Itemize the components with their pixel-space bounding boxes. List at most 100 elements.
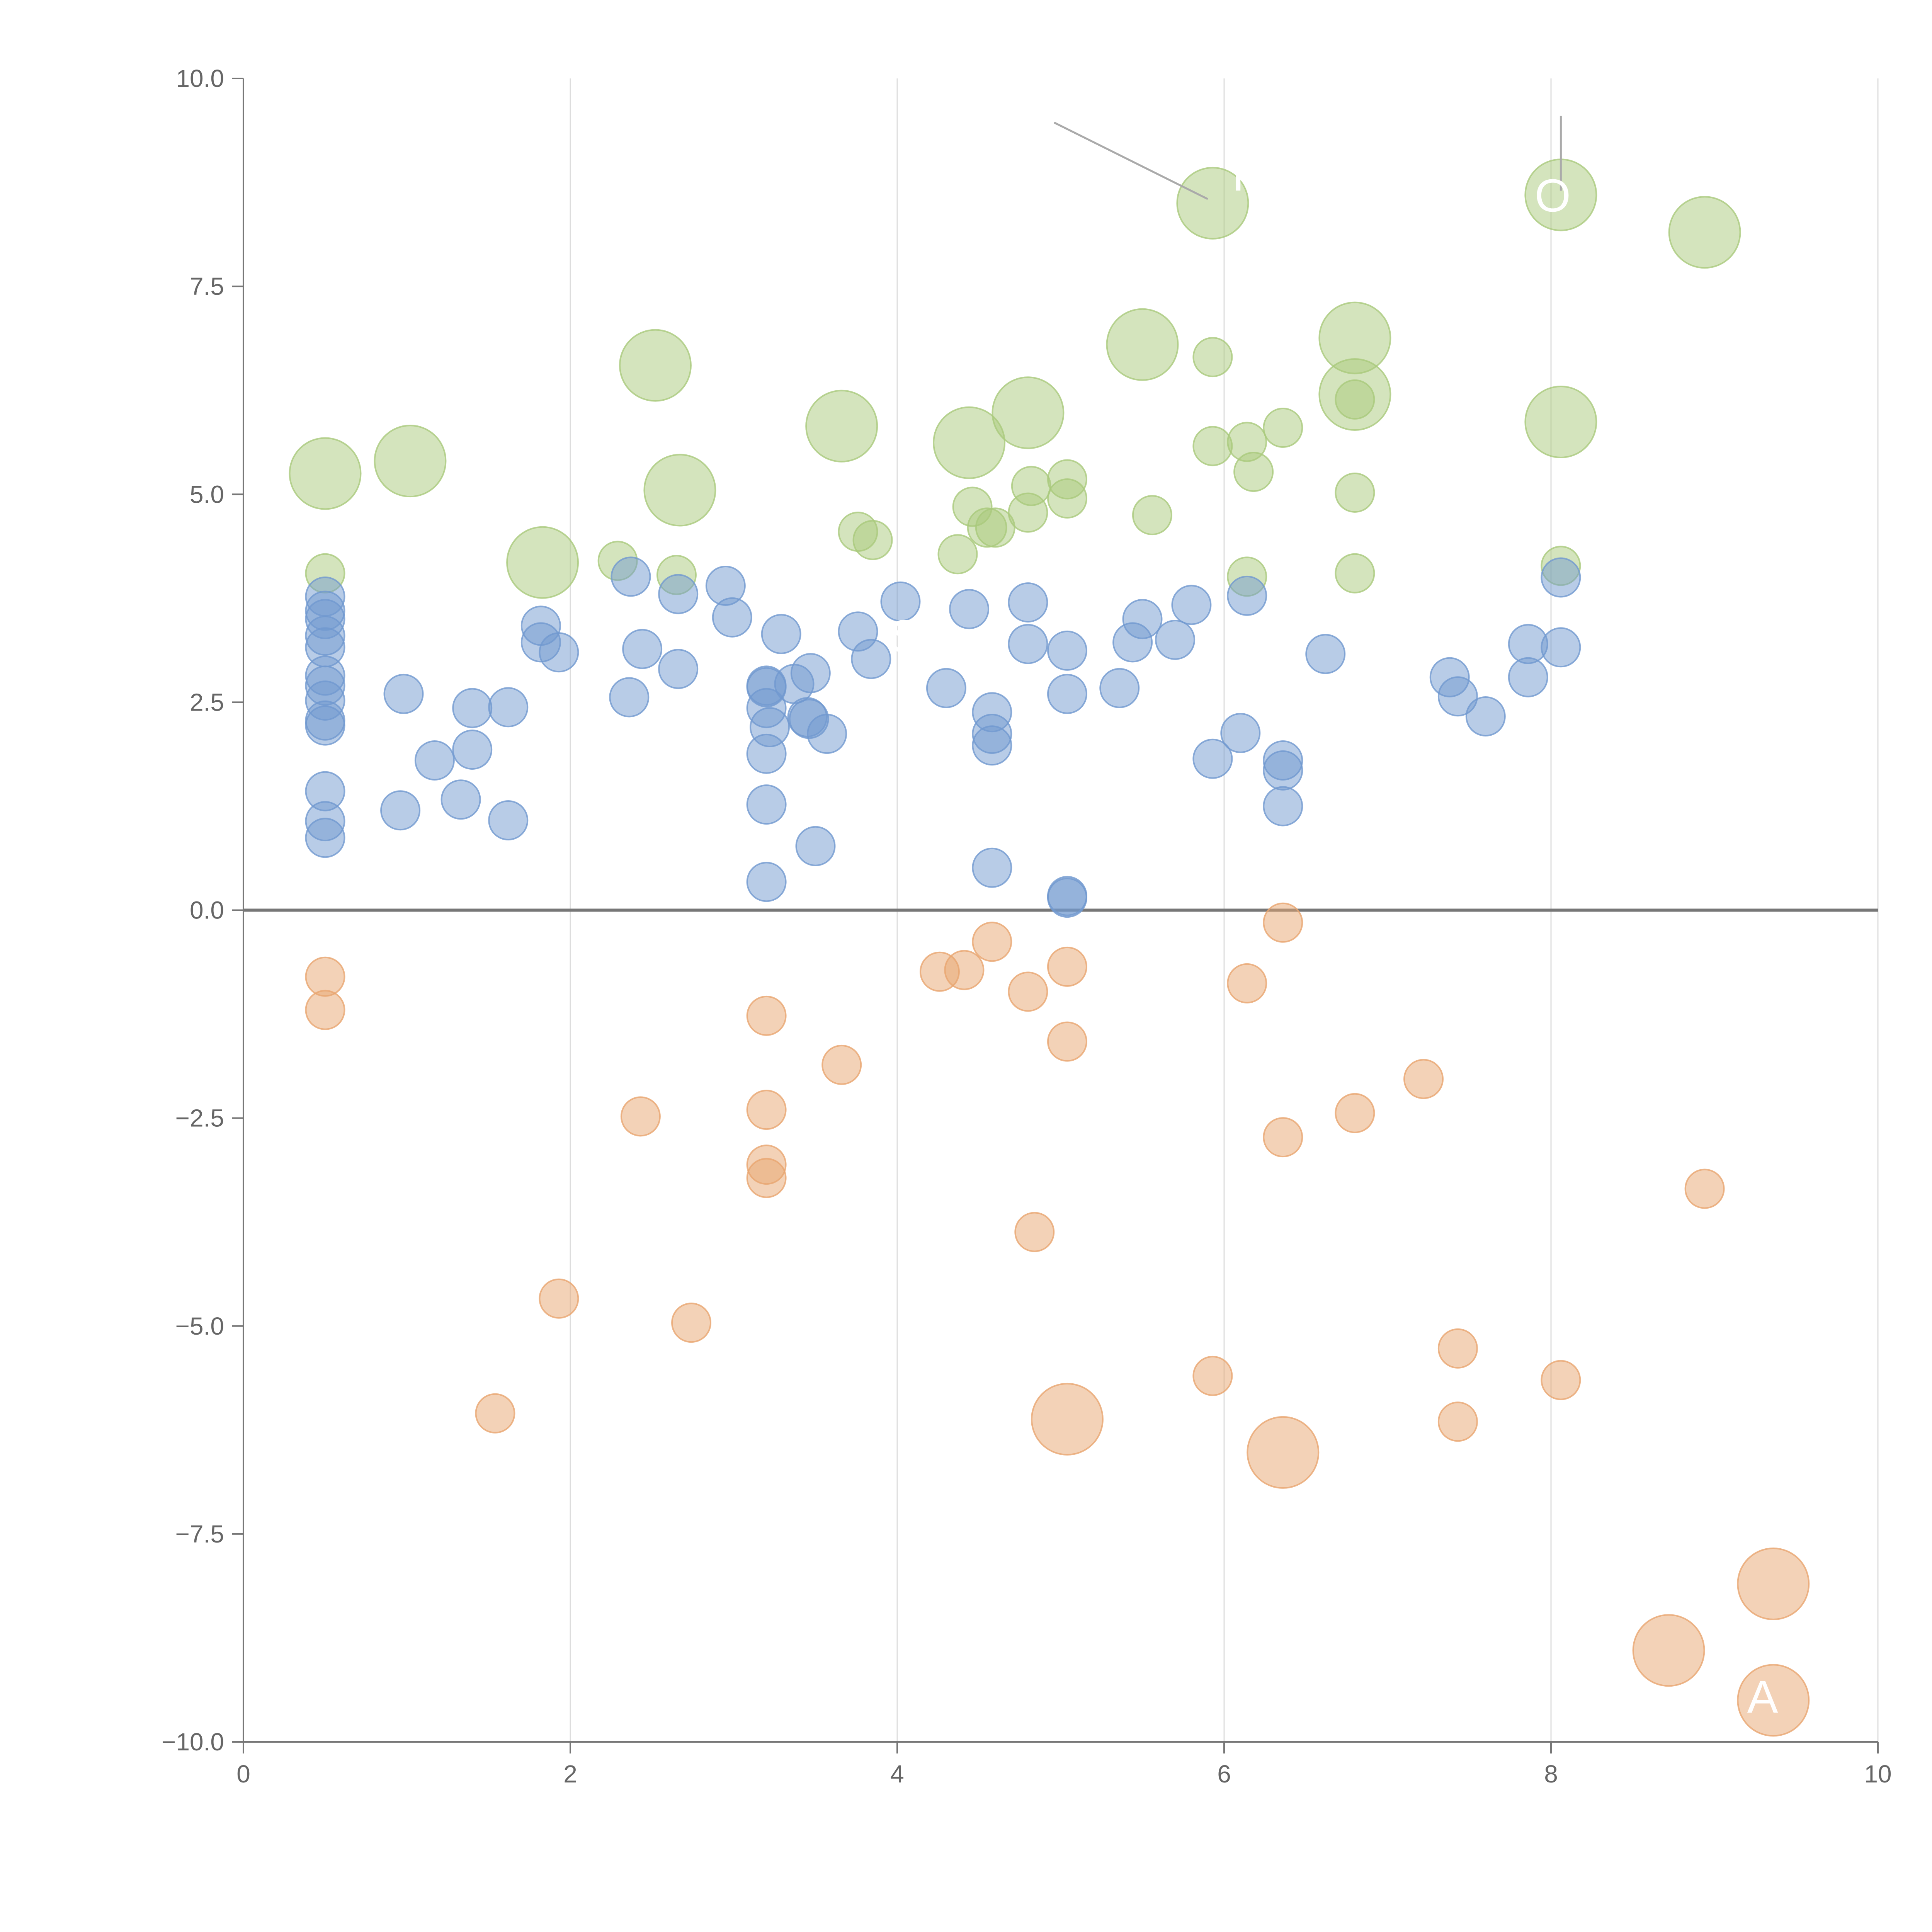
blue-point-67	[1227, 575, 1267, 616]
blue-point-78	[1541, 627, 1581, 668]
orange-point-4	[620, 1096, 661, 1137]
point-label-0: A	[1747, 1671, 1778, 1723]
orange-point-6	[746, 995, 787, 1036]
blue-point-43	[807, 714, 847, 754]
blue-point-53	[972, 847, 1012, 888]
blue-point-19	[488, 800, 529, 841]
orange-point-30	[1632, 1614, 1705, 1687]
blue-point-16	[440, 779, 481, 820]
orange-point-9	[746, 1158, 787, 1198]
blue-point-27	[658, 574, 699, 614]
point-label-2: O	[1535, 170, 1571, 221]
blue-point-54	[1008, 582, 1048, 623]
green-point-25	[1011, 466, 1051, 506]
orange-point-27	[1684, 1168, 1725, 1209]
blue-point-76	[1508, 657, 1548, 697]
orange-point-31	[1737, 1548, 1810, 1621]
orange-point-29	[1247, 1416, 1320, 1489]
green-point-0	[289, 437, 362, 510]
blue-point-60	[1099, 668, 1140, 708]
blue-point-47	[880, 581, 921, 622]
point-label-3: T	[1224, 149, 1252, 201]
green-point-13	[1524, 385, 1597, 458]
x-tick-label-2: 4	[890, 1760, 904, 1788]
y-tick-label-7: 7.5	[190, 272, 224, 300]
green-point-28	[1132, 495, 1172, 536]
blue-point-30	[712, 597, 752, 638]
green-point-35	[1335, 472, 1375, 513]
orange-point-25	[1437, 1401, 1478, 1442]
orange-point-22	[1335, 1093, 1375, 1133]
axes	[232, 78, 1879, 1753]
green-point-3	[619, 329, 692, 402]
blue-point-20	[488, 687, 529, 728]
blue-point-25	[622, 629, 663, 669]
green-point-37	[1335, 379, 1375, 420]
annotation-line-0	[1053, 121, 1208, 200]
orange-point-17	[1047, 1021, 1087, 1062]
blue-point-36	[746, 784, 787, 825]
x-tick-label-5: 10	[1864, 1760, 1891, 1788]
x-tick-label-4: 8	[1544, 1760, 1558, 1788]
y-tick-label-2: −5.0	[175, 1312, 224, 1340]
annotations: A S O T	[889, 116, 1778, 1723]
green-point-30	[1192, 426, 1233, 466]
blue-point-9	[305, 705, 345, 746]
orange-point-18	[1192, 1355, 1233, 1396]
blue-point-69	[1263, 750, 1303, 791]
y-tick-label-5: 2.5	[190, 688, 224, 716]
blue-point-66	[1220, 713, 1261, 753]
orange-point-10	[821, 1044, 862, 1085]
blue-point-55	[1008, 624, 1048, 664]
blue-point-56	[1047, 630, 1087, 671]
blue-point-17	[452, 730, 493, 770]
green-point-19	[852, 520, 893, 560]
blue-point-24	[611, 556, 651, 597]
blue-point-12	[305, 818, 345, 858]
blue-point-38	[761, 614, 801, 654]
green-point-20	[937, 534, 978, 575]
green-point-8	[1106, 308, 1179, 381]
green-point-33	[1263, 408, 1303, 448]
y-tick-label-8: 10.0	[176, 65, 224, 92]
orange-point-12	[944, 950, 985, 990]
orange-point-26	[1541, 1360, 1581, 1400]
orange-point-24	[1437, 1328, 1478, 1369]
orange-point-5	[671, 1303, 712, 1343]
green-point-1	[374, 425, 447, 498]
blue-point-73	[1437, 676, 1478, 717]
orange-point-15	[1014, 1212, 1055, 1252]
point-label-1: S	[889, 611, 920, 662]
x-tick-label-1: 2	[563, 1760, 577, 1788]
blue-point-13	[383, 673, 424, 714]
green-point-2	[506, 526, 579, 599]
blue-point-62	[1122, 599, 1163, 639]
green-point-4	[643, 454, 716, 527]
green-point-14	[1668, 196, 1741, 269]
orange-point-23	[1403, 1059, 1444, 1099]
green-point-32	[1233, 452, 1274, 492]
orange-point-19	[1227, 963, 1267, 1003]
blue-point-74	[1465, 696, 1506, 736]
blue-point-46	[851, 639, 891, 679]
orange-point-28	[1031, 1383, 1104, 1456]
orange-point-7	[746, 1090, 787, 1130]
y-tick-label-3: −2.5	[175, 1104, 224, 1132]
green-point-5	[805, 389, 878, 463]
blue-point-18	[452, 688, 493, 728]
orange-point-1	[305, 990, 345, 1030]
blue-point-14	[380, 790, 421, 831]
blue-point-63	[1155, 619, 1196, 660]
blue-point-28	[658, 649, 699, 689]
y-tick-label-4: 0.0	[190, 896, 224, 924]
blue-point-44	[795, 826, 836, 866]
blue-point-70	[1263, 786, 1303, 827]
data-points	[289, 158, 1810, 1737]
orange-point-21	[1263, 1117, 1303, 1158]
blue-point-71	[1305, 634, 1346, 674]
blue-point-57	[1047, 673, 1087, 714]
green-point-27	[1047, 478, 1087, 519]
orange-point-16	[1047, 946, 1087, 987]
y-tick-label-0: −10.0	[162, 1728, 224, 1756]
y-tick-label-1: −7.5	[175, 1520, 224, 1548]
